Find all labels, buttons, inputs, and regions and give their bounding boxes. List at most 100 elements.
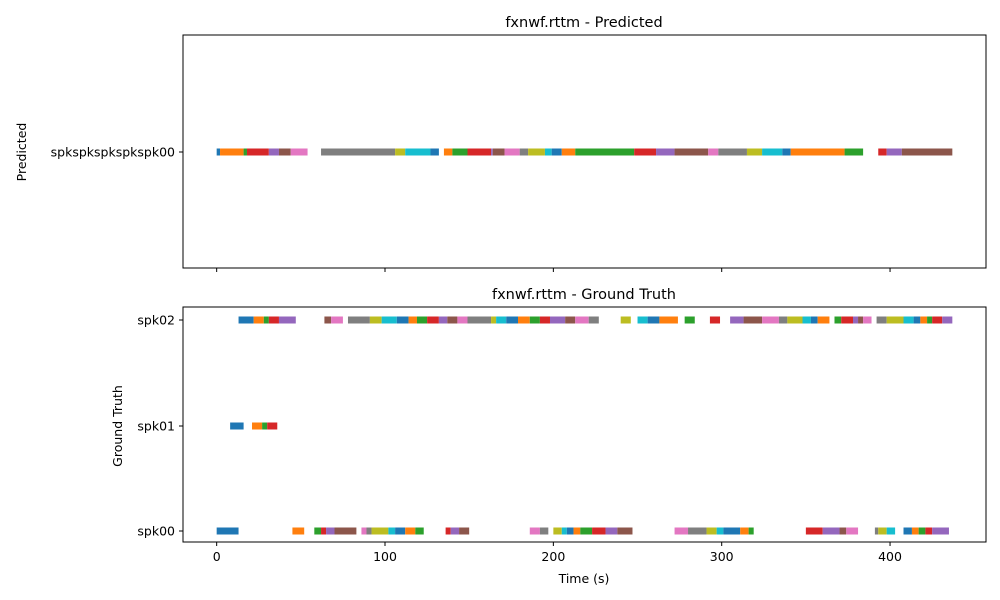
ground-truth-segment xyxy=(529,527,540,535)
ground-truth-plot-frame xyxy=(182,306,987,543)
ground-truth-segment xyxy=(561,527,567,535)
predicted-segment xyxy=(746,148,763,156)
ground-truth-segment xyxy=(620,316,631,324)
ground-truth-segment xyxy=(238,316,254,324)
ground-truth-segment xyxy=(920,316,928,324)
ground-truth-y-tick-label: spk02 xyxy=(137,313,175,328)
ground-truth-segment xyxy=(371,527,389,535)
predicted-y-axis-label: Predicted xyxy=(14,123,29,182)
predicted-segment xyxy=(220,148,244,156)
predicted-segment xyxy=(561,148,576,156)
ground-truth-segment xyxy=(903,316,914,324)
ground-truth-segment xyxy=(730,316,744,324)
predicted-segment xyxy=(634,148,657,156)
ground-truth-segment xyxy=(539,527,549,535)
ground-truth-segment xyxy=(787,316,803,324)
ground-truth-segment xyxy=(858,316,864,324)
predicted-segment xyxy=(290,148,308,156)
predicted-segment xyxy=(674,148,709,156)
ground-truth-segment xyxy=(918,527,926,535)
ground-truth-y-axis-label: Ground Truth xyxy=(110,385,125,467)
predicted-segment xyxy=(243,148,247,156)
predicted-segment xyxy=(216,148,221,156)
ground-truth-segment xyxy=(457,316,468,324)
ground-truth-segment xyxy=(834,316,842,324)
ground-truth-segment xyxy=(314,527,322,535)
ground-truth-segment xyxy=(549,316,566,324)
ground-truth-segment xyxy=(405,527,416,535)
ground-truth-segment xyxy=(347,316,370,324)
ground-truth-segment xyxy=(674,527,689,535)
predicted-segment xyxy=(844,148,864,156)
ground-truth-segment xyxy=(553,527,562,535)
predicted-y-tick-label: spkspkspkspkspk00 xyxy=(51,145,175,160)
predicted-segment xyxy=(467,148,492,156)
ground-truth-segment xyxy=(716,527,724,535)
ground-truth-panel: fxnwf.rttm - Ground Truth spk02spk01spk0… xyxy=(110,287,987,586)
ground-truth-segment xyxy=(841,316,853,324)
ground-truth-segment xyxy=(903,527,912,535)
predicted-segment xyxy=(708,148,719,156)
ground-truth-segment xyxy=(321,527,327,535)
ground-truth-segment xyxy=(366,527,372,535)
ground-truth-segment xyxy=(230,422,244,430)
predicted-panel: fxnwf.rttm - Predicted spkspkspkspkspk00… xyxy=(14,15,987,272)
predicted-x-ticks xyxy=(216,268,891,272)
ground-truth-segment xyxy=(566,527,574,535)
predicted-segment xyxy=(544,148,552,156)
ground-truth-segment xyxy=(334,527,357,535)
ground-truth-segment xyxy=(762,316,779,324)
predicted-segment xyxy=(878,148,887,156)
ground-truth-segment xyxy=(925,527,933,535)
ground-truth-segment xyxy=(415,527,424,535)
ground-truth-segment xyxy=(539,316,550,324)
ground-truth-y-tick-label: spk00 xyxy=(137,524,175,539)
ground-truth-segment xyxy=(647,316,660,324)
predicted-segment xyxy=(762,148,783,156)
ground-truth-segment xyxy=(927,316,933,324)
ground-truth-segment xyxy=(617,527,633,535)
ground-truth-segment xyxy=(262,422,268,430)
predicted-segment xyxy=(901,148,953,156)
ground-truth-segment xyxy=(853,316,859,324)
ground-truth-x-ticks: 0 100 200 300 400 xyxy=(213,542,902,564)
predicted-y-ticks: spkspkspkspkspk00 xyxy=(51,145,183,160)
ground-truth-segment xyxy=(592,527,606,535)
ground-truth-segment xyxy=(529,316,540,324)
ground-truth-segment xyxy=(913,316,921,324)
ground-truth-segment xyxy=(565,316,576,324)
ground-truth-segment xyxy=(459,527,470,535)
ground-truth-segment xyxy=(723,527,741,535)
ground-truth-x-tick-label: 200 xyxy=(541,549,565,564)
ground-truth-segment xyxy=(408,316,417,324)
ground-truth-segment xyxy=(822,527,840,535)
ground-truth-segment xyxy=(267,422,278,430)
ground-truth-segment xyxy=(445,527,451,535)
predicted-segment xyxy=(551,148,562,156)
predicted-chart-title: fxnwf.rttm - Predicted xyxy=(505,15,662,31)
ground-truth-segment xyxy=(381,316,397,324)
ground-truth-segment xyxy=(361,527,367,535)
predicted-segment xyxy=(268,148,279,156)
ground-truth-segment xyxy=(706,527,717,535)
ground-truth-segment xyxy=(417,316,428,324)
predicted-segment xyxy=(395,148,406,156)
predicted-segment xyxy=(246,148,269,156)
predicted-segment xyxy=(656,148,675,156)
predicted-segment xyxy=(528,148,545,156)
predicted-segment xyxy=(504,148,520,156)
predicted-segment xyxy=(278,148,291,156)
predicted-segment xyxy=(886,148,902,156)
ground-truth-segment xyxy=(886,527,896,535)
predicted-segments xyxy=(216,148,953,156)
predicted-segment xyxy=(782,148,791,156)
ground-truth-x-tick-label: 0 xyxy=(213,549,221,564)
ground-truth-segment xyxy=(805,527,823,535)
ground-truth-segment xyxy=(846,527,859,535)
ground-truth-segments xyxy=(216,316,953,535)
ground-truth-segment xyxy=(802,316,811,324)
ground-truth-segment xyxy=(886,316,904,324)
ground-truth-segment xyxy=(292,527,305,535)
ground-truth-segment xyxy=(637,316,648,324)
